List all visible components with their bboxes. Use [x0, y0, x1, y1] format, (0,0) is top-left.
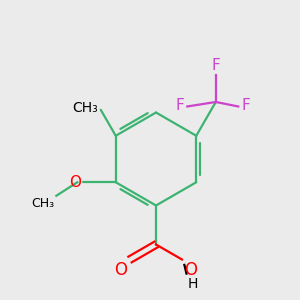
Text: CH₃: CH₃: [72, 101, 98, 115]
Text: CH₃: CH₃: [32, 197, 55, 210]
Text: O: O: [115, 261, 128, 279]
Text: F: F: [176, 98, 184, 113]
Text: F: F: [212, 58, 220, 73]
Text: F: F: [241, 98, 250, 113]
Text: H: H: [188, 278, 198, 292]
Text: O: O: [184, 261, 197, 279]
Text: O: O: [69, 175, 81, 190]
